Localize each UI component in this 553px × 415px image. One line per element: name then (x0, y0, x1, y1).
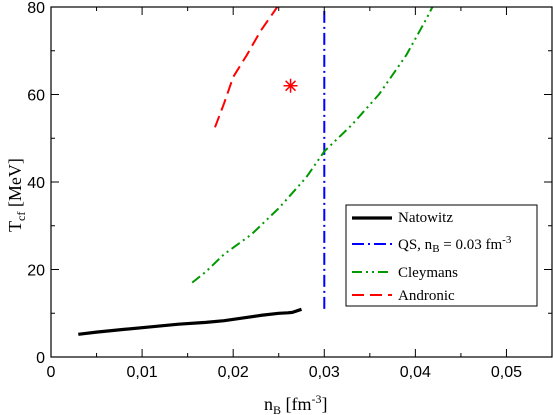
y-tick-label: 0 (36, 350, 45, 367)
series-line-andronic (214, 7, 279, 128)
star-marker-stroke (285, 80, 297, 92)
star-marker (283, 78, 298, 93)
legend-label-cleymans: Cleymans (398, 265, 458, 281)
series-line-natowitz (78, 307, 303, 336)
legend: Natowitz QS, nB = 0.03 fm-3 Cleymans And… (345, 204, 538, 307)
legend-label-natowitz: Natowitz (398, 210, 453, 226)
x-axis-title: nB [fm-3] (264, 392, 328, 415)
legend-label-qs: QS, nB = 0.03 fm-3 (398, 234, 512, 255)
x-tick-label: 0,01 (127, 364, 158, 381)
y-tick-label: 60 (27, 88, 45, 105)
y-tick-label: 80 (27, 0, 45, 17)
series-line-cleymans (191, 7, 434, 284)
series-layer (78, 7, 434, 336)
x-tick-label: 0,04 (400, 364, 431, 381)
tick-layer: 0 0,01 0,02 0,03 0,04 0,05 0 20 40 60 80 (27, 0, 552, 381)
x-tick-label: 0,02 (218, 364, 249, 381)
y-axis-title: Tcf [MeV] (5, 158, 28, 232)
legend-label-andronic: Andronic (398, 288, 455, 304)
x-tick-label: 0 (47, 364, 56, 381)
legend-swatches (352, 216, 392, 296)
y-tick-label: 20 (27, 263, 45, 280)
y-tick-label: 40 (27, 175, 45, 192)
x-tick-label: 0,03 (309, 364, 340, 381)
legend-box (345, 204, 538, 307)
x-tick-label: 0,05 (491, 364, 522, 381)
